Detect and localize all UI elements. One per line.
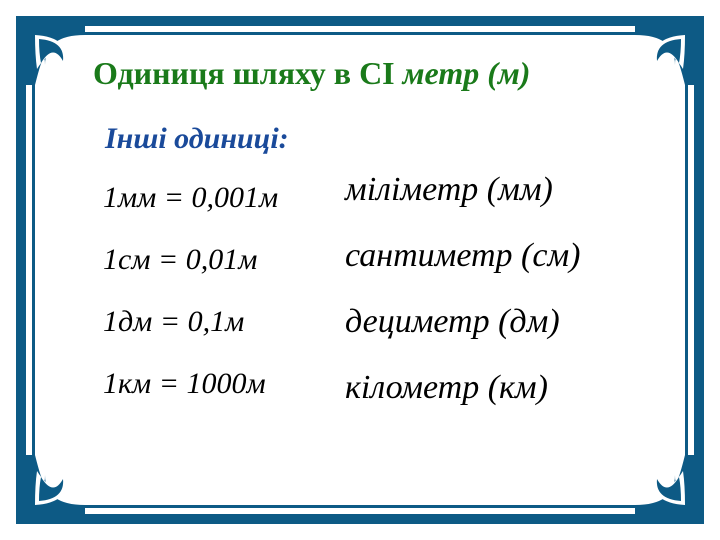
conversion-eq: = xyxy=(151,367,186,400)
content-area: Одиниця шляху в СІ метр (м) Інші одиниці… xyxy=(65,49,655,491)
conversions-column: 1мм = 0,001м 1см = 0,01м 1дм = 0,1м 1км … xyxy=(65,171,345,491)
unit-name: міліметр (мм) xyxy=(345,171,655,209)
conversion-row: 1см = 0,01м xyxy=(103,243,345,277)
outer-frame: Одиниця шляху в СІ метр (м) Інші одиниці… xyxy=(16,16,704,524)
conversion-lhs: 1км xyxy=(103,367,151,400)
body-area: 1мм = 0,001м 1см = 0,01м 1дм = 0,1м 1км … xyxy=(65,171,655,491)
inner-frame: Одиниця шляху в СІ метр (м) Інші одиниці… xyxy=(32,32,688,508)
unit-name: дециметр (дм) xyxy=(345,303,655,341)
unit-name: кілометр (км) xyxy=(345,369,655,407)
conversion-lhs: 1мм xyxy=(103,181,156,214)
unit-names-column: міліметр (мм) сантиметр (см) дециметр (д… xyxy=(345,171,655,491)
conversion-rhs: 0,01м xyxy=(186,243,258,276)
conversion-row: 1мм = 0,001м xyxy=(103,181,345,215)
unit-name: сантиметр (см) xyxy=(345,237,655,275)
conversion-rhs: 0,1м xyxy=(188,305,245,338)
conversion-rhs: 1000м xyxy=(186,367,265,400)
conversion-row: 1дм = 0,1м xyxy=(103,305,345,339)
subtitle: Інші одиниці: xyxy=(105,122,655,156)
conversion-lhs: 1см xyxy=(103,243,150,276)
title-prefix: Одиниця шляху в СІ xyxy=(93,55,403,91)
title-unit: метр (м) xyxy=(403,55,531,91)
page-title: Одиниця шляху в СІ метр (м) xyxy=(93,55,655,92)
conversion-eq: = xyxy=(152,305,187,338)
conversion-rhs: 0,001м xyxy=(192,181,279,214)
conversion-eq: = xyxy=(150,243,185,276)
conversion-lhs: 1дм xyxy=(103,305,152,338)
conversion-eq: = xyxy=(156,181,191,214)
conversion-row: 1км = 1000м xyxy=(103,367,345,401)
